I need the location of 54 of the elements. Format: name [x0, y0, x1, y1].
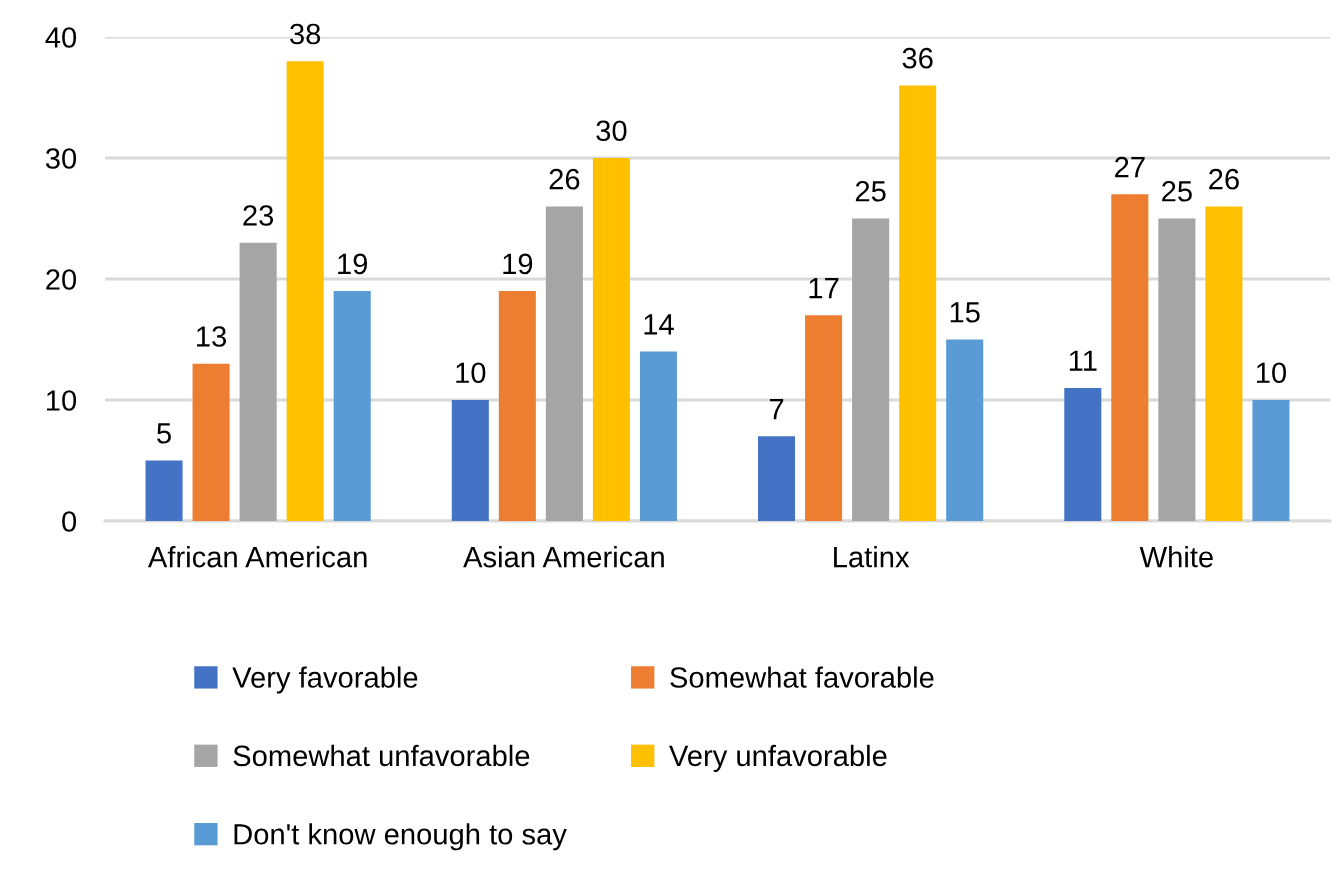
- bar: [946, 339, 984, 521]
- bar: [805, 315, 843, 521]
- legend-label: Very favorable: [232, 666, 418, 694]
- bar: [1111, 194, 1149, 521]
- data-label: 38: [290, 23, 321, 45]
- x-tick-label: Asian American: [463, 546, 664, 568]
- data-label: 13: [197, 326, 227, 347]
- data-label: 26: [549, 168, 580, 190]
- data-label: 36: [902, 47, 933, 69]
- bar: [192, 363, 230, 521]
- data-label: 27: [1115, 156, 1145, 178]
- legend-label: Very unfavorable: [669, 744, 887, 772]
- bar: [1158, 218, 1196, 521]
- data-label: 19: [503, 253, 533, 275]
- data-label: 30: [596, 120, 627, 142]
- data-label: 26: [1209, 168, 1239, 190]
- bar: [498, 291, 536, 521]
- data-label: 17: [809, 278, 839, 299]
- bar: [852, 218, 890, 521]
- bar: [451, 400, 489, 521]
- bar: [1252, 400, 1290, 521]
- y-tick-label: 20: [46, 269, 77, 290]
- data-label: 10: [1256, 362, 1287, 384]
- data-label: 11: [1069, 350, 1097, 371]
- bar: [639, 351, 677, 521]
- bar: [1064, 387, 1102, 521]
- data-label: 5: [157, 423, 171, 444]
- data-label: 7: [769, 399, 784, 420]
- bar: [592, 158, 630, 521]
- legend-label: Don't know enough to say: [234, 823, 567, 851]
- data-label: 10: [456, 362, 486, 384]
- data-label: 25: [1162, 180, 1192, 202]
- bar: [1205, 206, 1243, 521]
- data-label: 19: [338, 253, 368, 275]
- legend-label: Somewhat unfavorable: [233, 744, 530, 767]
- bar: [286, 61, 324, 521]
- data-label: 15: [950, 302, 980, 323]
- data-label: 14: [644, 314, 674, 335]
- y-tick-label: 40: [45, 27, 77, 48]
- x-tick-label: White: [1139, 546, 1213, 568]
- bar: [758, 436, 796, 521]
- bar: [145, 460, 183, 521]
- x-tick-label: African American: [147, 546, 367, 568]
- y-tick-label: 0: [62, 511, 77, 532]
- bar: [333, 291, 371, 521]
- y-tick-label: 30: [45, 148, 77, 169]
- data-label: 23: [243, 205, 274, 226]
- bar: [899, 85, 937, 521]
- y-tick-label: 10: [47, 390, 77, 411]
- bar: [545, 206, 583, 521]
- bar: [239, 242, 277, 521]
- x-tick-label: Latinx: [834, 546, 910, 568]
- data-label: 25: [855, 180, 886, 202]
- legend-label: Somewhat favorable: [670, 666, 934, 688]
